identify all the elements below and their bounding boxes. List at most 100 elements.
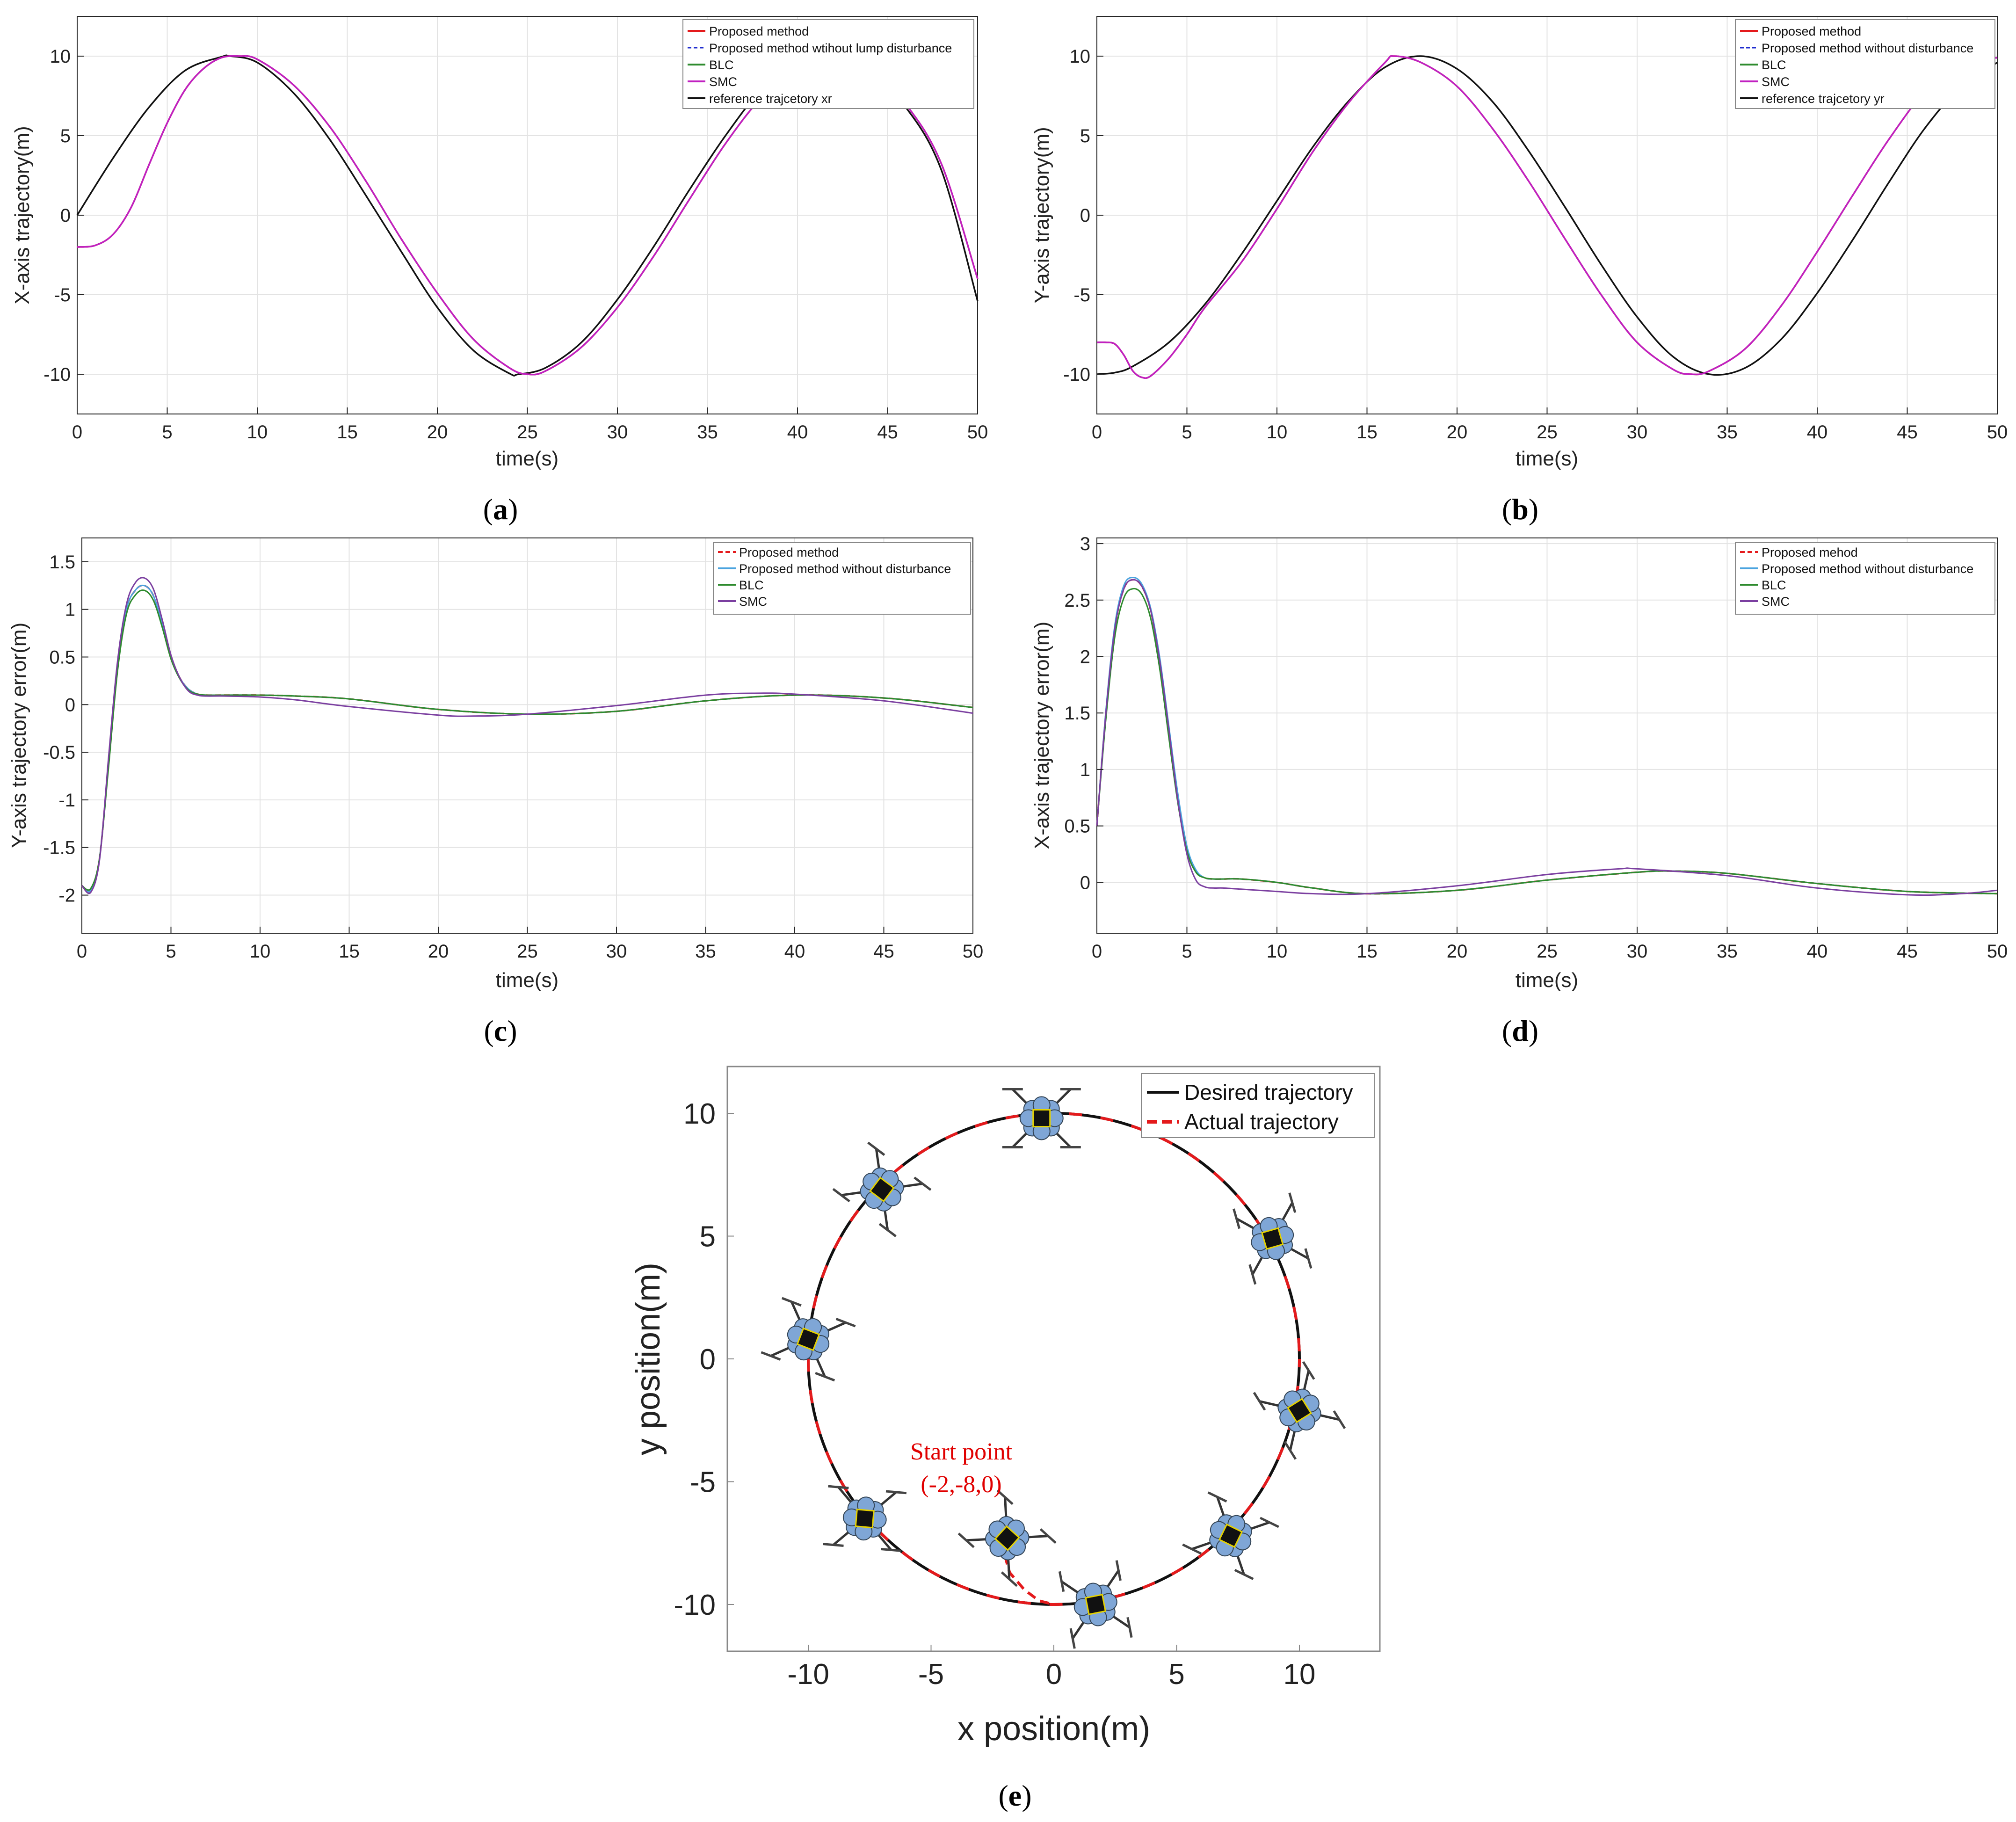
panel-e-y-ticks: -10 -5 0 5 10 [674, 1098, 734, 1621]
panel-a-y-axis-label: X-axis trajectory(m) [11, 126, 34, 304]
panel-a-x-ticks: 0 5 10 15 20 25 30 35 40 45 50 [72, 407, 988, 443]
y-tick-label: -10 [1063, 364, 1090, 385]
panel-d-y-ticks: 0 0.5 1 1.5 2 2.5 3 [1064, 534, 1103, 893]
legend-label-proposed-nodist: Proposed method wtihout lump disturbance [709, 41, 952, 55]
legend-label-smc: SMC [709, 75, 737, 89]
series-line-smc [1096, 579, 1998, 896]
legend-label-reference: reference trajcetory xr [709, 92, 832, 106]
legend-label-proposed-nodist: Proposed method without disturbance [739, 562, 951, 576]
drone-icon [957, 1489, 1057, 1587]
x-tick-label: 0 [1092, 422, 1102, 443]
legend-label-blc: BLC [1762, 58, 1786, 72]
y-tick-label: 0 [1080, 205, 1090, 226]
y-tick-label: 5 [60, 126, 71, 146]
start-point-coords: (-2,-8,0) [921, 1471, 1001, 1498]
x-tick-label: 50 [1987, 422, 2008, 443]
legend-label-actual: Actual trajectory [1184, 1110, 1339, 1134]
drone-icon [823, 1485, 907, 1552]
y-tick-label: 10 [683, 1098, 716, 1130]
legend-label-proposed-nodist: Proposed method without disturbance [1762, 562, 1973, 576]
x-tick-label: 40 [1807, 941, 1828, 962]
y-tick-label: 0.5 [1064, 816, 1090, 837]
x-tick-label: 0 [72, 422, 82, 443]
legend-label-smc: SMC [1762, 75, 1790, 89]
drone-icon [1058, 1560, 1133, 1649]
panel-a-legend-box [682, 19, 974, 109]
series-line-reference-trajcetory-yr [1096, 55, 1998, 376]
x-tick-label: 5 [166, 941, 176, 962]
series-line-blc [1096, 588, 1998, 895]
x-tick-label: 20 [1447, 422, 1468, 443]
x-tick-label: 5 [1182, 941, 1192, 962]
series-line-smc [1096, 55, 1998, 379]
panel-e-y-axis-label: y position(m) [630, 1263, 667, 1455]
legend-label-smc: SMC [739, 595, 767, 609]
x-tick-label: 40 [787, 422, 808, 443]
panel-b-legend-box [1735, 19, 1995, 109]
x-tick-label: 30 [1627, 941, 1648, 962]
panel-a-x-axis-label: time(s) [496, 447, 558, 470]
x-tick-label: 25 [1537, 941, 1558, 962]
y-tick-label: 5 [700, 1221, 716, 1253]
x-tick-label: -10 [787, 1658, 829, 1691]
panel-d-y-axis-label: X-axis trajectory error(m) [1030, 622, 1053, 849]
y-tick-label: -5 [1073, 285, 1090, 305]
x-tick-label: 45 [1897, 941, 1918, 962]
x-tick-label: 40 [1807, 422, 1828, 443]
x-tick-label: 35 [697, 422, 718, 443]
y-tick-label: -1 [58, 790, 75, 811]
panel-b-series [1096, 55, 1998, 379]
legend-label-proposed: Proposed mehod [1762, 545, 1858, 559]
x-tick-label: 10 [1267, 422, 1288, 443]
y-tick-label: 5 [1080, 126, 1090, 146]
panel-c-chart: 0 5 10 15 20 25 30 35 40 45 50 -2 -1.5 -1 -0.5 0 0.5 1 1.… [7, 537, 983, 1047]
panel-b-y-ticks: -10 -5 0 5 10 [1063, 46, 1103, 385]
y-tick-label: 1 [65, 600, 75, 620]
drone-icon [1002, 1088, 1081, 1148]
panel-e-x-ticks: -10 -5 0 5 10 [787, 1645, 1315, 1691]
y-tick-label: 2 [1080, 647, 1090, 668]
panel-a-y-ticks: -10 -5 0 5 10 [44, 46, 84, 385]
y-tick-label: -10 [44, 364, 71, 385]
y-tick-label: -5 [54, 285, 71, 305]
panel-d-series [1096, 576, 1998, 896]
y-tick-label: -0.5 [43, 742, 75, 763]
legend-label-blc: BLC [739, 578, 764, 592]
panel-e-legend: Desired trajectory Actual trajectory [1141, 1073, 1375, 1138]
y-tick-label: -1.5 [43, 838, 75, 858]
panel-c-caption: (c) [484, 1014, 517, 1047]
series-line-smc [81, 577, 973, 894]
legend-label-blc: BLC [1762, 578, 1786, 592]
panel-c-x-ticks: 0 5 10 15 20 25 30 35 40 45 50 [77, 927, 983, 962]
x-tick-label: 30 [607, 422, 628, 443]
panel-e-legend-box [1141, 1073, 1375, 1138]
x-tick-label: 50 [967, 422, 988, 443]
x-tick-label: 5 [1182, 422, 1192, 443]
panel-e-x-axis-label: x position(m) [957, 1710, 1150, 1748]
x-tick-label: 5 [1168, 1658, 1184, 1691]
y-tick-label: 0 [700, 1343, 716, 1376]
drone-icon [1233, 1192, 1313, 1285]
actual-start-segment [1003, 1555, 1054, 1606]
x-tick-label: 50 [1987, 941, 2008, 962]
legend-label-desired: Desired trajectory [1184, 1080, 1353, 1104]
panel-b-x-axis-label: time(s) [1516, 447, 1578, 470]
panel-b-legend: Proposed method Proposed method without … [1735, 19, 1995, 109]
panel-a-legend: Proposed method Proposed method wtihout … [682, 19, 974, 109]
panel-d-x-ticks: 0 5 10 15 20 25 30 35 40 45 50 [1092, 927, 2008, 962]
x-tick-label: 15 [1356, 941, 1378, 962]
panel-b-x-ticks: 0 5 10 15 20 25 30 35 40 45 50 [1092, 407, 2008, 443]
x-tick-label: 35 [1717, 422, 1738, 443]
y-tick-label: 0 [1080, 872, 1090, 893]
panel-c-y-ticks: -2 -1.5 -1 -0.5 0 0.5 1 1.5 [43, 552, 88, 906]
x-tick-label: 5 [162, 422, 172, 443]
x-tick-label: -5 [918, 1658, 944, 1691]
x-tick-label: 45 [877, 422, 898, 443]
y-tick-label: 2.5 [1064, 590, 1090, 611]
panel-c-series [81, 577, 973, 894]
panel-d-chart: 0 5 10 15 20 25 30 35 40 45 50 0 0.5 1 1.5 2 2.5 3 time(… [1030, 534, 2008, 1047]
x-tick-label: 25 [517, 941, 538, 962]
x-tick-label: 35 [1717, 941, 1738, 962]
panel-e-caption: (e) [998, 1779, 1031, 1812]
y-tick-label: 0.5 [49, 647, 75, 668]
